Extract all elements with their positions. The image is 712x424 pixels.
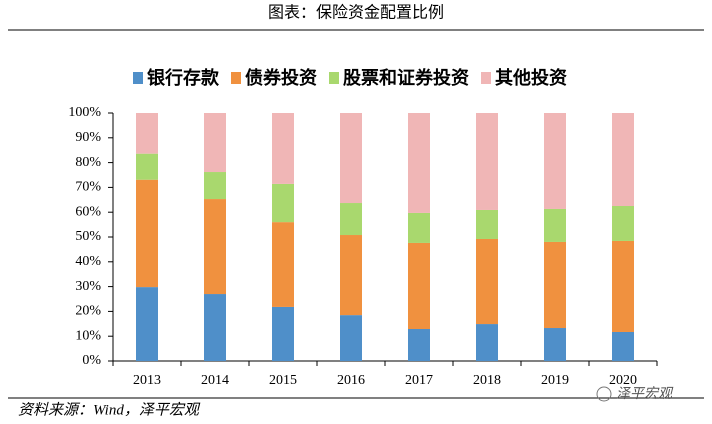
bar-segment bbox=[136, 153, 158, 180]
y-tick-label: 40% bbox=[75, 254, 101, 269]
y-tick-label: 100% bbox=[68, 105, 101, 120]
source-note: 资料来源：Wind，泽平宏观 bbox=[18, 401, 201, 418]
bar-segment bbox=[136, 287, 158, 361]
bar-segment bbox=[204, 199, 226, 295]
legend-label: 股票和证券投资 bbox=[342, 67, 469, 89]
x-tick-label: 2014 bbox=[201, 373, 229, 388]
bar-segment bbox=[408, 329, 430, 361]
bar-segment bbox=[476, 209, 498, 239]
x-tick-label: 2015 bbox=[269, 373, 297, 388]
y-tick-label: 10% bbox=[75, 328, 101, 343]
x-tick-label: 2017 bbox=[405, 373, 433, 388]
bar-segment bbox=[612, 113, 634, 206]
legend-swatch bbox=[133, 72, 143, 84]
bar-segment bbox=[204, 172, 226, 200]
x-tick-label: 2013 bbox=[133, 373, 161, 388]
watermark: 泽平宏观 bbox=[616, 386, 674, 402]
bar-segment bbox=[544, 113, 566, 209]
y-tick-label: 60% bbox=[75, 204, 101, 219]
y-tick-label: 70% bbox=[75, 180, 101, 195]
bar-segment bbox=[272, 306, 294, 361]
bar-segment bbox=[272, 222, 294, 307]
y-tick-label: 50% bbox=[75, 229, 101, 244]
bar-segment bbox=[476, 238, 498, 325]
bar-segment bbox=[612, 206, 634, 241]
legend-label: 银行存款 bbox=[147, 67, 220, 89]
x-tick-label: 2016 bbox=[337, 373, 365, 388]
x-tick-label: 2019 bbox=[541, 373, 569, 388]
x-tick-label: 2020 bbox=[609, 373, 637, 388]
bar-segment bbox=[408, 113, 430, 213]
y-tick-label: 80% bbox=[75, 155, 101, 170]
bar-segment bbox=[476, 113, 498, 210]
bar-segment bbox=[340, 315, 362, 361]
bar-segment bbox=[136, 113, 158, 154]
bar-segment bbox=[136, 179, 158, 288]
bar-segment bbox=[544, 328, 566, 361]
bar-segment bbox=[340, 203, 362, 236]
bar-segment bbox=[408, 212, 430, 243]
bar-segment bbox=[204, 113, 226, 173]
legend-swatch bbox=[231, 72, 241, 84]
bar-segment bbox=[272, 113, 294, 184]
bar-segment bbox=[544, 208, 566, 242]
y-tick-label: 90% bbox=[75, 130, 101, 145]
chart-title: 图表：保险资金配置比例 bbox=[268, 4, 444, 22]
bar-segment bbox=[340, 113, 362, 204]
bar-segment bbox=[204, 294, 226, 361]
y-tick-label: 0% bbox=[82, 353, 101, 368]
legend-swatch bbox=[481, 72, 491, 84]
y-tick-label: 20% bbox=[75, 304, 101, 319]
watermark-icon bbox=[596, 386, 612, 402]
bar-segment bbox=[408, 242, 430, 330]
bar-segment bbox=[272, 183, 294, 223]
bar-segment bbox=[544, 241, 566, 329]
bar-segment bbox=[612, 331, 634, 361]
y-tick-label: 30% bbox=[75, 279, 101, 294]
bar-segment bbox=[612, 240, 634, 332]
legend-label: 债券投资 bbox=[245, 67, 317, 89]
bar-segment bbox=[340, 235, 362, 316]
bar-segment bbox=[476, 324, 498, 361]
legend-swatch bbox=[329, 72, 339, 84]
x-tick-label: 2018 bbox=[473, 373, 501, 388]
legend-label: 其他投资 bbox=[495, 67, 567, 89]
